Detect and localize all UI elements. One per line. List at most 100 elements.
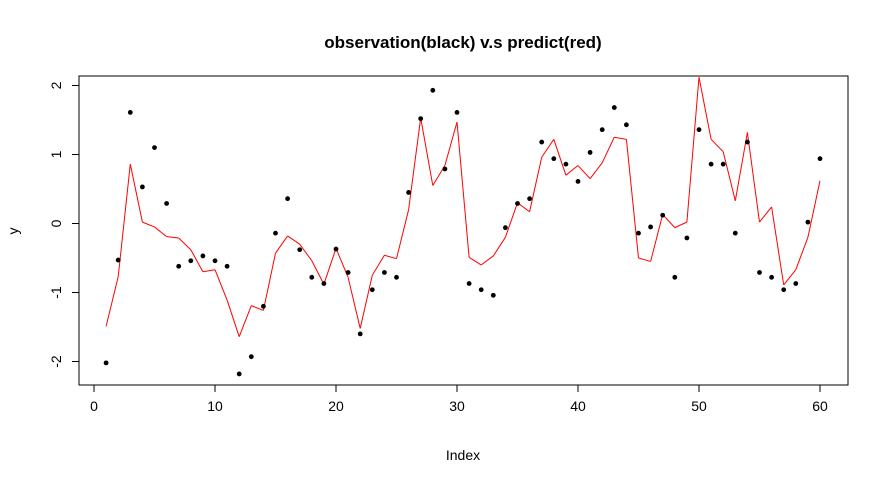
observation-point [430, 87, 436, 93]
predict-line-segment [577, 165, 591, 179]
predict-line-segment [698, 77, 712, 140]
predict-line-segment [359, 275, 373, 329]
observation-point [127, 110, 133, 115]
observation-point [684, 235, 690, 241]
observation-point [406, 190, 411, 195]
predict-line-segment [480, 255, 494, 266]
predict-line-segment [444, 121, 458, 166]
observation-point [696, 127, 702, 133]
x-axis-label: Index [446, 447, 480, 463]
predict-line-segment [396, 209, 410, 259]
observation-point [648, 224, 653, 230]
predict-line-segment [565, 165, 579, 176]
observation-point [454, 110, 460, 115]
observation-point [321, 281, 327, 286]
y-tick-label: 0 [48, 219, 64, 227]
predict-line-segment [541, 139, 555, 158]
observation-point [297, 247, 303, 253]
observation-point [624, 122, 629, 128]
predict-line-segment [589, 162, 603, 179]
observation-point [418, 116, 424, 122]
predict-line-segment [638, 257, 651, 262]
predict-line-segment [142, 221, 155, 228]
predict-line-segment [275, 235, 289, 254]
predict-line-segment [771, 206, 785, 285]
observation-point [236, 371, 242, 377]
predict-line-segment [105, 276, 119, 327]
predict-line-segment [129, 164, 143, 223]
y-tick-label: 1 [48, 150, 64, 158]
observation-point [103, 360, 109, 366]
observation-point [164, 201, 170, 206]
plot-area-border [78, 75, 849, 386]
observation-point [224, 263, 230, 269]
observation-point [248, 354, 254, 360]
x-tick-label: 30 [449, 398, 465, 414]
predict-line-segment [529, 157, 543, 212]
observation-point [478, 287, 484, 293]
predict-line-segment [408, 117, 422, 210]
observation-point [805, 219, 811, 225]
predict-line-segment [226, 299, 240, 337]
observation-point [575, 179, 581, 184]
observation-point [672, 274, 678, 280]
y-tick-label: 2 [48, 81, 64, 89]
observation-point [769, 274, 774, 280]
observation-point [599, 127, 605, 133]
y-tick-label: -2 [48, 355, 64, 368]
predict-line-segment [734, 132, 748, 201]
predict-line-segment [662, 214, 676, 228]
observation-point [490, 292, 496, 298]
predict-line-segment [783, 269, 797, 286]
predict-line-segment [710, 138, 724, 153]
observation-point [140, 184, 145, 190]
x-tick-label: 10 [207, 398, 223, 414]
observation-point [527, 196, 532, 202]
observation-point [551, 156, 557, 162]
predict-line-segment [420, 117, 434, 186]
observation-point [563, 161, 569, 167]
predict-line-segment [807, 180, 821, 238]
predict-line-segment [456, 122, 470, 258]
observation-point [636, 230, 641, 236]
observation-point [273, 230, 278, 236]
observation-point [369, 287, 375, 293]
predict-line-segment [166, 236, 179, 239]
x-tick-label: 40 [570, 398, 586, 414]
observation-point [382, 270, 387, 275]
predict-line-segment [178, 237, 192, 251]
chart-title: observation(black) v.s predict(red) [324, 33, 601, 52]
predict-line-segment [311, 260, 325, 285]
predict-line-segment [154, 226, 167, 238]
observation-point [345, 270, 351, 275]
x-tick-label: 50 [691, 398, 707, 414]
predict-line-segment [117, 164, 131, 277]
predict-line-segment [674, 221, 688, 229]
observation-point [466, 281, 472, 286]
predict-line-segment [202, 269, 216, 273]
predict-line-segment [238, 305, 252, 337]
observation-point [442, 166, 448, 172]
observation-point [817, 156, 823, 162]
observation-series [103, 87, 823, 377]
predict-line-segment [686, 77, 700, 223]
observation-point [503, 225, 508, 231]
observation-point [757, 270, 762, 275]
observation-point [176, 263, 182, 269]
observation-point [309, 274, 315, 280]
predict-line-segment [251, 305, 264, 311]
observation-point [200, 253, 206, 259]
predict-line-segment [722, 151, 736, 201]
predict-line-segment [468, 256, 482, 266]
x-tick-label: 60 [812, 398, 828, 414]
observation-point [515, 201, 520, 206]
predict-line-segment [190, 249, 204, 273]
observation-point [212, 258, 218, 264]
x-axis: 0 10 20 30 40 50 60 [90, 384, 828, 414]
predict-line-segment [299, 243, 313, 262]
predict-line-segment [347, 277, 361, 329]
predict-line-segment [650, 214, 664, 262]
predict-line-segment [323, 248, 337, 285]
observation-point [357, 331, 363, 337]
x-tick-label: 0 [90, 398, 98, 414]
